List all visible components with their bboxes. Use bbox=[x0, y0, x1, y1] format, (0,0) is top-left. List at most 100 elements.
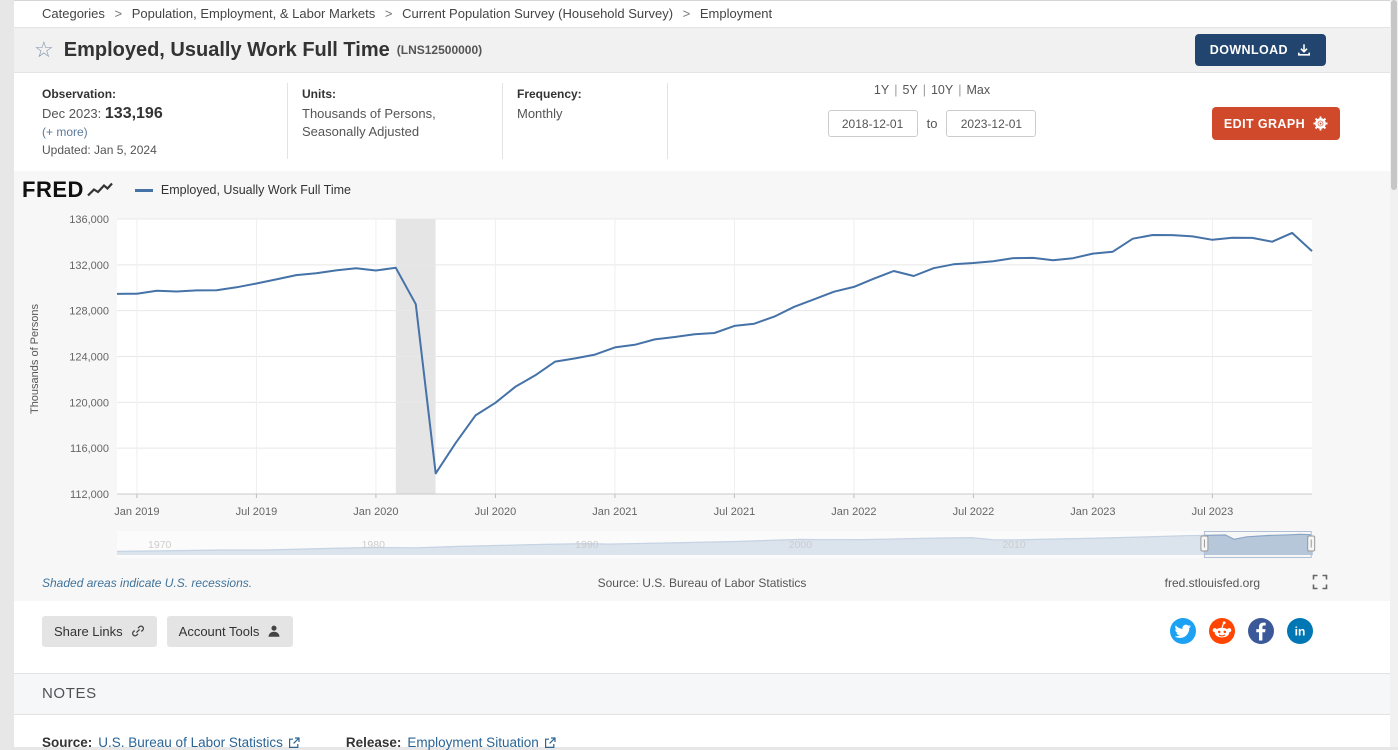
breadcrumb-separator: > bbox=[682, 6, 691, 21]
link-icon bbox=[131, 624, 145, 638]
series-meta-row: Observation: Dec 2023: 133,196 (+ more) … bbox=[14, 73, 1390, 171]
units-label: Units: bbox=[302, 87, 336, 101]
recessions-note-link[interactable]: Shaded areas indicate U.S. recessions. bbox=[42, 576, 253, 590]
breadcrumb-cps-survey[interactable]: Current Population Survey (Household Sur… bbox=[402, 6, 674, 21]
range-5y-link[interactable]: 5Y bbox=[902, 83, 918, 97]
employment-line-chart: 112,000 116,000 120,000 124,000 128,000 132,0… bbox=[29, 214, 1313, 518]
observation-date: Dec 2023: bbox=[42, 106, 102, 121]
download-button[interactable]: DOWNLOAD bbox=[1194, 34, 1326, 66]
svg-text:Jan 2020: Jan 2020 bbox=[353, 506, 398, 518]
graph-footer: Shaded areas indicate U.S. recessions. S… bbox=[14, 571, 1390, 595]
svg-text:116,000: 116,000 bbox=[70, 443, 109, 455]
source-label: Source: bbox=[42, 735, 93, 750]
legend-line-swatch bbox=[134, 188, 153, 192]
social-icons: in bbox=[1170, 618, 1313, 644]
release-link-text: Employment Situation bbox=[407, 735, 539, 750]
breadcrumb-separator: > bbox=[114, 6, 123, 21]
svg-text:Jan 2023: Jan 2023 bbox=[1070, 506, 1115, 518]
notes-heading: NOTES bbox=[42, 685, 97, 702]
facebook-share-button[interactable] bbox=[1248, 618, 1274, 644]
meta-divider bbox=[667, 83, 668, 159]
account-tools-label: Account Tools bbox=[178, 623, 260, 639]
frequency-label: Frequency: bbox=[517, 87, 582, 101]
reddit-share-button[interactable] bbox=[1209, 618, 1235, 644]
frequency-value: Monthly bbox=[517, 106, 563, 121]
svg-text:Jan 2022: Jan 2022 bbox=[831, 506, 876, 518]
range-separator: | bbox=[922, 83, 926, 97]
date-range-to-label: to bbox=[926, 116, 938, 131]
linkedin-icon bbox=[1287, 618, 1313, 644]
release-group: Release: Employment Situation bbox=[346, 735, 556, 750]
source-link-text: U.S. Bureau of Labor Statistics bbox=[98, 735, 283, 750]
breadcrumb: Categories > Population, Employment, & L… bbox=[14, 1, 1390, 27]
page-scrollbar[interactable] bbox=[1390, 0, 1398, 747]
range-max-link[interactable]: Max bbox=[966, 83, 991, 97]
svg-text:in: in bbox=[1295, 625, 1306, 639]
account-tools-button[interactable]: Account Tools bbox=[166, 615, 294, 647]
svg-text:Jul 2020: Jul 2020 bbox=[475, 506, 517, 518]
download-label: DOWNLOAD bbox=[1209, 43, 1288, 57]
more-observations-link[interactable]: (+ more) bbox=[42, 125, 88, 139]
svg-text:132,000: 132,000 bbox=[69, 260, 109, 272]
fred-logo-chart-icon bbox=[87, 182, 113, 198]
date-from-input[interactable] bbox=[827, 110, 918, 137]
observation-value: 133,196 bbox=[104, 105, 163, 122]
svg-text:112,000: 112,000 bbox=[70, 489, 109, 501]
observation-label: Observation: bbox=[42, 87, 117, 101]
notes-header: NOTES bbox=[14, 673, 1390, 715]
meta-divider bbox=[287, 83, 288, 159]
fred-series-page: Categories > Population, Employment, & L… bbox=[14, 0, 1390, 750]
svg-text:128,000: 128,000 bbox=[69, 306, 109, 318]
gear-icon bbox=[1313, 116, 1328, 131]
updated-date: Updated: Jan 5, 2024 bbox=[42, 143, 157, 157]
breadcrumb-employment: Employment bbox=[699, 6, 773, 21]
edit-graph-label: EDIT GRAPH bbox=[1223, 116, 1305, 131]
fred-logo: FRED bbox=[22, 177, 113, 203]
svg-text:136,000: 136,000 bbox=[69, 214, 109, 226]
twitter-share-button[interactable] bbox=[1170, 618, 1196, 644]
series-line bbox=[116, 231, 1313, 475]
svg-text:124,000: 124,000 bbox=[69, 352, 109, 364]
source-link[interactable]: U.S. Bureau of Labor Statistics bbox=[98, 735, 300, 750]
date-range-controls: 1Y | 5Y | 10Y | Max to bbox=[814, 83, 1050, 137]
frequency-block: Frequency: Monthly bbox=[517, 87, 582, 123]
breadcrumb-separator: > bbox=[384, 6, 393, 21]
graph-legend-row: FRED Employed, Usually Work Full Time bbox=[22, 177, 351, 203]
breadcrumb-population-employment[interactable]: Population, Employment, & Labor Markets bbox=[131, 6, 376, 21]
units-value-line1: Thousands of Persons, bbox=[302, 106, 436, 121]
page-title: Employed, Usually Work Full Time bbox=[63, 38, 390, 61]
fred-site-link[interactable]: fred.stlouisfed.org bbox=[1164, 576, 1260, 590]
observation-line: Dec 2023: 133,196 bbox=[42, 105, 163, 123]
release-label: Release: bbox=[345, 735, 402, 750]
date-to-input[interactable] bbox=[946, 110, 1037, 137]
notes-source-row: Source: U.S. Bureau of Labor Statistics … bbox=[14, 715, 1390, 750]
legend-series-label: Employed, Usually Work Full Time bbox=[160, 183, 351, 197]
graph-container: FRED Employed, Usually Work Full Time 11… bbox=[14, 171, 1390, 601]
svg-text:Jan 2021: Jan 2021 bbox=[592, 506, 637, 518]
release-link[interactable]: Employment Situation bbox=[407, 735, 556, 750]
chart-source-note: Source: U.S. Bureau of Labor Statistics bbox=[597, 576, 807, 590]
quick-range-links: 1Y | 5Y | 10Y | Max bbox=[814, 83, 1050, 97]
breadcrumb-categories[interactable]: Categories bbox=[42, 6, 105, 21]
svg-text:Thousands of Persons: Thousands of Persons bbox=[29, 303, 41, 414]
range-separator: | bbox=[958, 83, 962, 97]
svg-text:Jul 2021: Jul 2021 bbox=[714, 506, 756, 518]
scrollbar-thumb[interactable] bbox=[1391, 0, 1397, 190]
date-range-navigator[interactable]: 19701980199020002010 bbox=[14, 531, 1390, 559]
range-10y-link[interactable]: 10Y bbox=[930, 83, 954, 97]
share-links-button[interactable]: Share Links bbox=[42, 615, 157, 647]
share-links-label: Share Links bbox=[54, 623, 123, 639]
meta-divider bbox=[502, 83, 503, 159]
linkedin-share-button[interactable]: in bbox=[1287, 618, 1313, 644]
svg-text:Jan 2019: Jan 2019 bbox=[114, 506, 159, 518]
range-separator: | bbox=[894, 83, 898, 97]
units-value-line2: Seasonally Adjusted bbox=[302, 124, 420, 140]
range-1y-link[interactable]: 1Y bbox=[873, 83, 890, 97]
fullscreen-icon[interactable] bbox=[1312, 574, 1328, 590]
chart-legend: Employed, Usually Work Full Time bbox=[134, 183, 351, 197]
share-row: Share Links Account Tools bbox=[14, 601, 1390, 661]
date-inputs-row: to bbox=[814, 110, 1050, 137]
download-icon bbox=[1297, 43, 1311, 57]
edit-graph-button[interactable]: EDIT GRAPH bbox=[1211, 107, 1340, 140]
favorite-star-icon[interactable]: ☆ bbox=[34, 37, 54, 62]
